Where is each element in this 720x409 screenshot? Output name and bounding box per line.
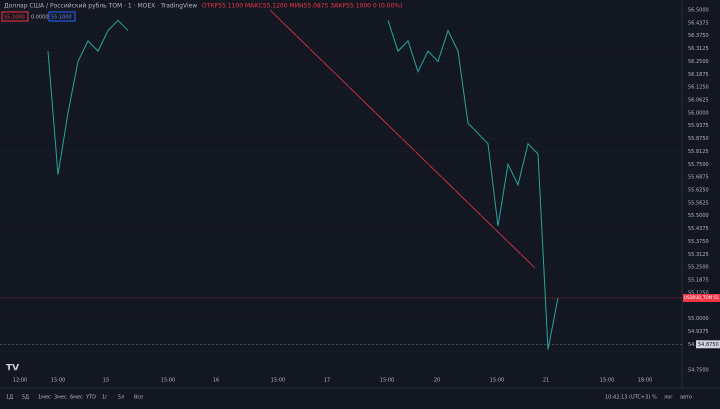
- y-tick-label: 55.2500: [688, 265, 709, 271]
- y-tick-label: 55.5000: [688, 213, 709, 219]
- range-button[interactable]: YTD: [85, 395, 96, 401]
- cursor-box: [696, 340, 720, 349]
- price-line: [47, 19, 559, 350]
- toolbar-log[interactable]: лог: [664, 395, 673, 401]
- x-tick-label: 15:00: [380, 378, 394, 384]
- y-tick-label: 54.7500: [688, 368, 709, 374]
- y-tick-label: 56.3750: [688, 33, 709, 39]
- x-tick-label: 17: [324, 378, 330, 384]
- cursor-label: 54.8750: [698, 342, 719, 348]
- y-tick-label: 56.2500: [688, 59, 709, 65]
- buy-box: [48, 11, 76, 22]
- x-tick-label: 15:00: [51, 378, 65, 384]
- y-tick-label: 55.0000: [688, 316, 709, 322]
- y-tick-label: 55.4375: [688, 226, 709, 232]
- range-button[interactable]: 5Д: [22, 395, 29, 401]
- range-button[interactable]: 6мес: [70, 395, 83, 401]
- y-tick-label: 55.1875: [688, 278, 709, 284]
- y-tick-label: 56.0625: [688, 98, 709, 104]
- y-tick-label: 55.3125: [688, 252, 709, 258]
- x-tick-label: 20: [434, 378, 440, 384]
- y-tick-label: 55.8750: [688, 136, 709, 142]
- y-tick-label: 54.9375: [688, 329, 709, 335]
- x-tick-label: 18:00: [638, 378, 652, 384]
- last-price-label: USDRUB_TOM 55.1000: [684, 295, 720, 300]
- x-tick-label: 15:00: [271, 378, 285, 384]
- y-tick-label: 56.5000: [688, 8, 709, 14]
- toolbar-clock: 10:42:13 (UTC+3): [605, 395, 650, 401]
- x-tick-label: 12:00: [13, 378, 27, 384]
- y-tick-label: 56.0000: [688, 110, 709, 116]
- range-button[interactable]: 1мес: [38, 395, 51, 401]
- x-tick-label: 16: [213, 378, 219, 384]
- y-tick-label: 56.1250: [688, 85, 709, 91]
- trend-line: [269, 9, 536, 269]
- y-tick-label: 55.3750: [688, 239, 709, 245]
- x-tick-label: 21: [543, 378, 549, 384]
- x-tick-label: 15: [103, 378, 109, 384]
- symbol-title: Доллар США / Российский рубль TOM · 1 · …: [4, 3, 197, 10]
- sell-box: [1, 11, 29, 22]
- x-tick-label: 15:00: [490, 378, 504, 384]
- y-tick-label: 55.9375: [688, 123, 709, 129]
- y-tick-label: 56.4375: [688, 20, 709, 26]
- y-tick-label: 56.1875: [688, 72, 709, 78]
- x-tick-label: 15:00: [161, 378, 175, 384]
- toolbar-percent[interactable]: %: [652, 395, 657, 401]
- range-button[interactable]: Все: [134, 395, 143, 401]
- range-button[interactable]: 1г: [102, 395, 108, 401]
- sell-price: 55.1000: [4, 15, 25, 21]
- spread: 0.0000: [31, 15, 49, 21]
- y-tick-label: 55.6875: [688, 175, 709, 181]
- y-tick-label: 55.6250: [688, 188, 709, 194]
- range-button[interactable]: 1Д: [6, 395, 13, 401]
- toolbar-auto[interactable]: авто: [680, 395, 692, 401]
- y-tick-label: 55.7500: [688, 162, 709, 168]
- buy-price: 55.1000: [51, 15, 72, 21]
- range-button[interactable]: 3мес: [54, 395, 67, 401]
- tv-logo: TV: [6, 364, 19, 374]
- y-tick-label: 55.8125: [688, 149, 709, 155]
- y-tick-label: 55.5625: [688, 200, 709, 206]
- y-tick-label: 56.3125: [688, 46, 709, 52]
- x-tick-label: 15:00: [600, 378, 614, 384]
- ohlc: ОТКР55.1100 МАКС55.1200 МИН55.0875 ЗАКР5…: [202, 3, 402, 10]
- y-tick-label: 55.1250: [688, 290, 709, 296]
- range-button[interactable]: 5л: [118, 395, 124, 401]
- last-price-box: [683, 294, 720, 302]
